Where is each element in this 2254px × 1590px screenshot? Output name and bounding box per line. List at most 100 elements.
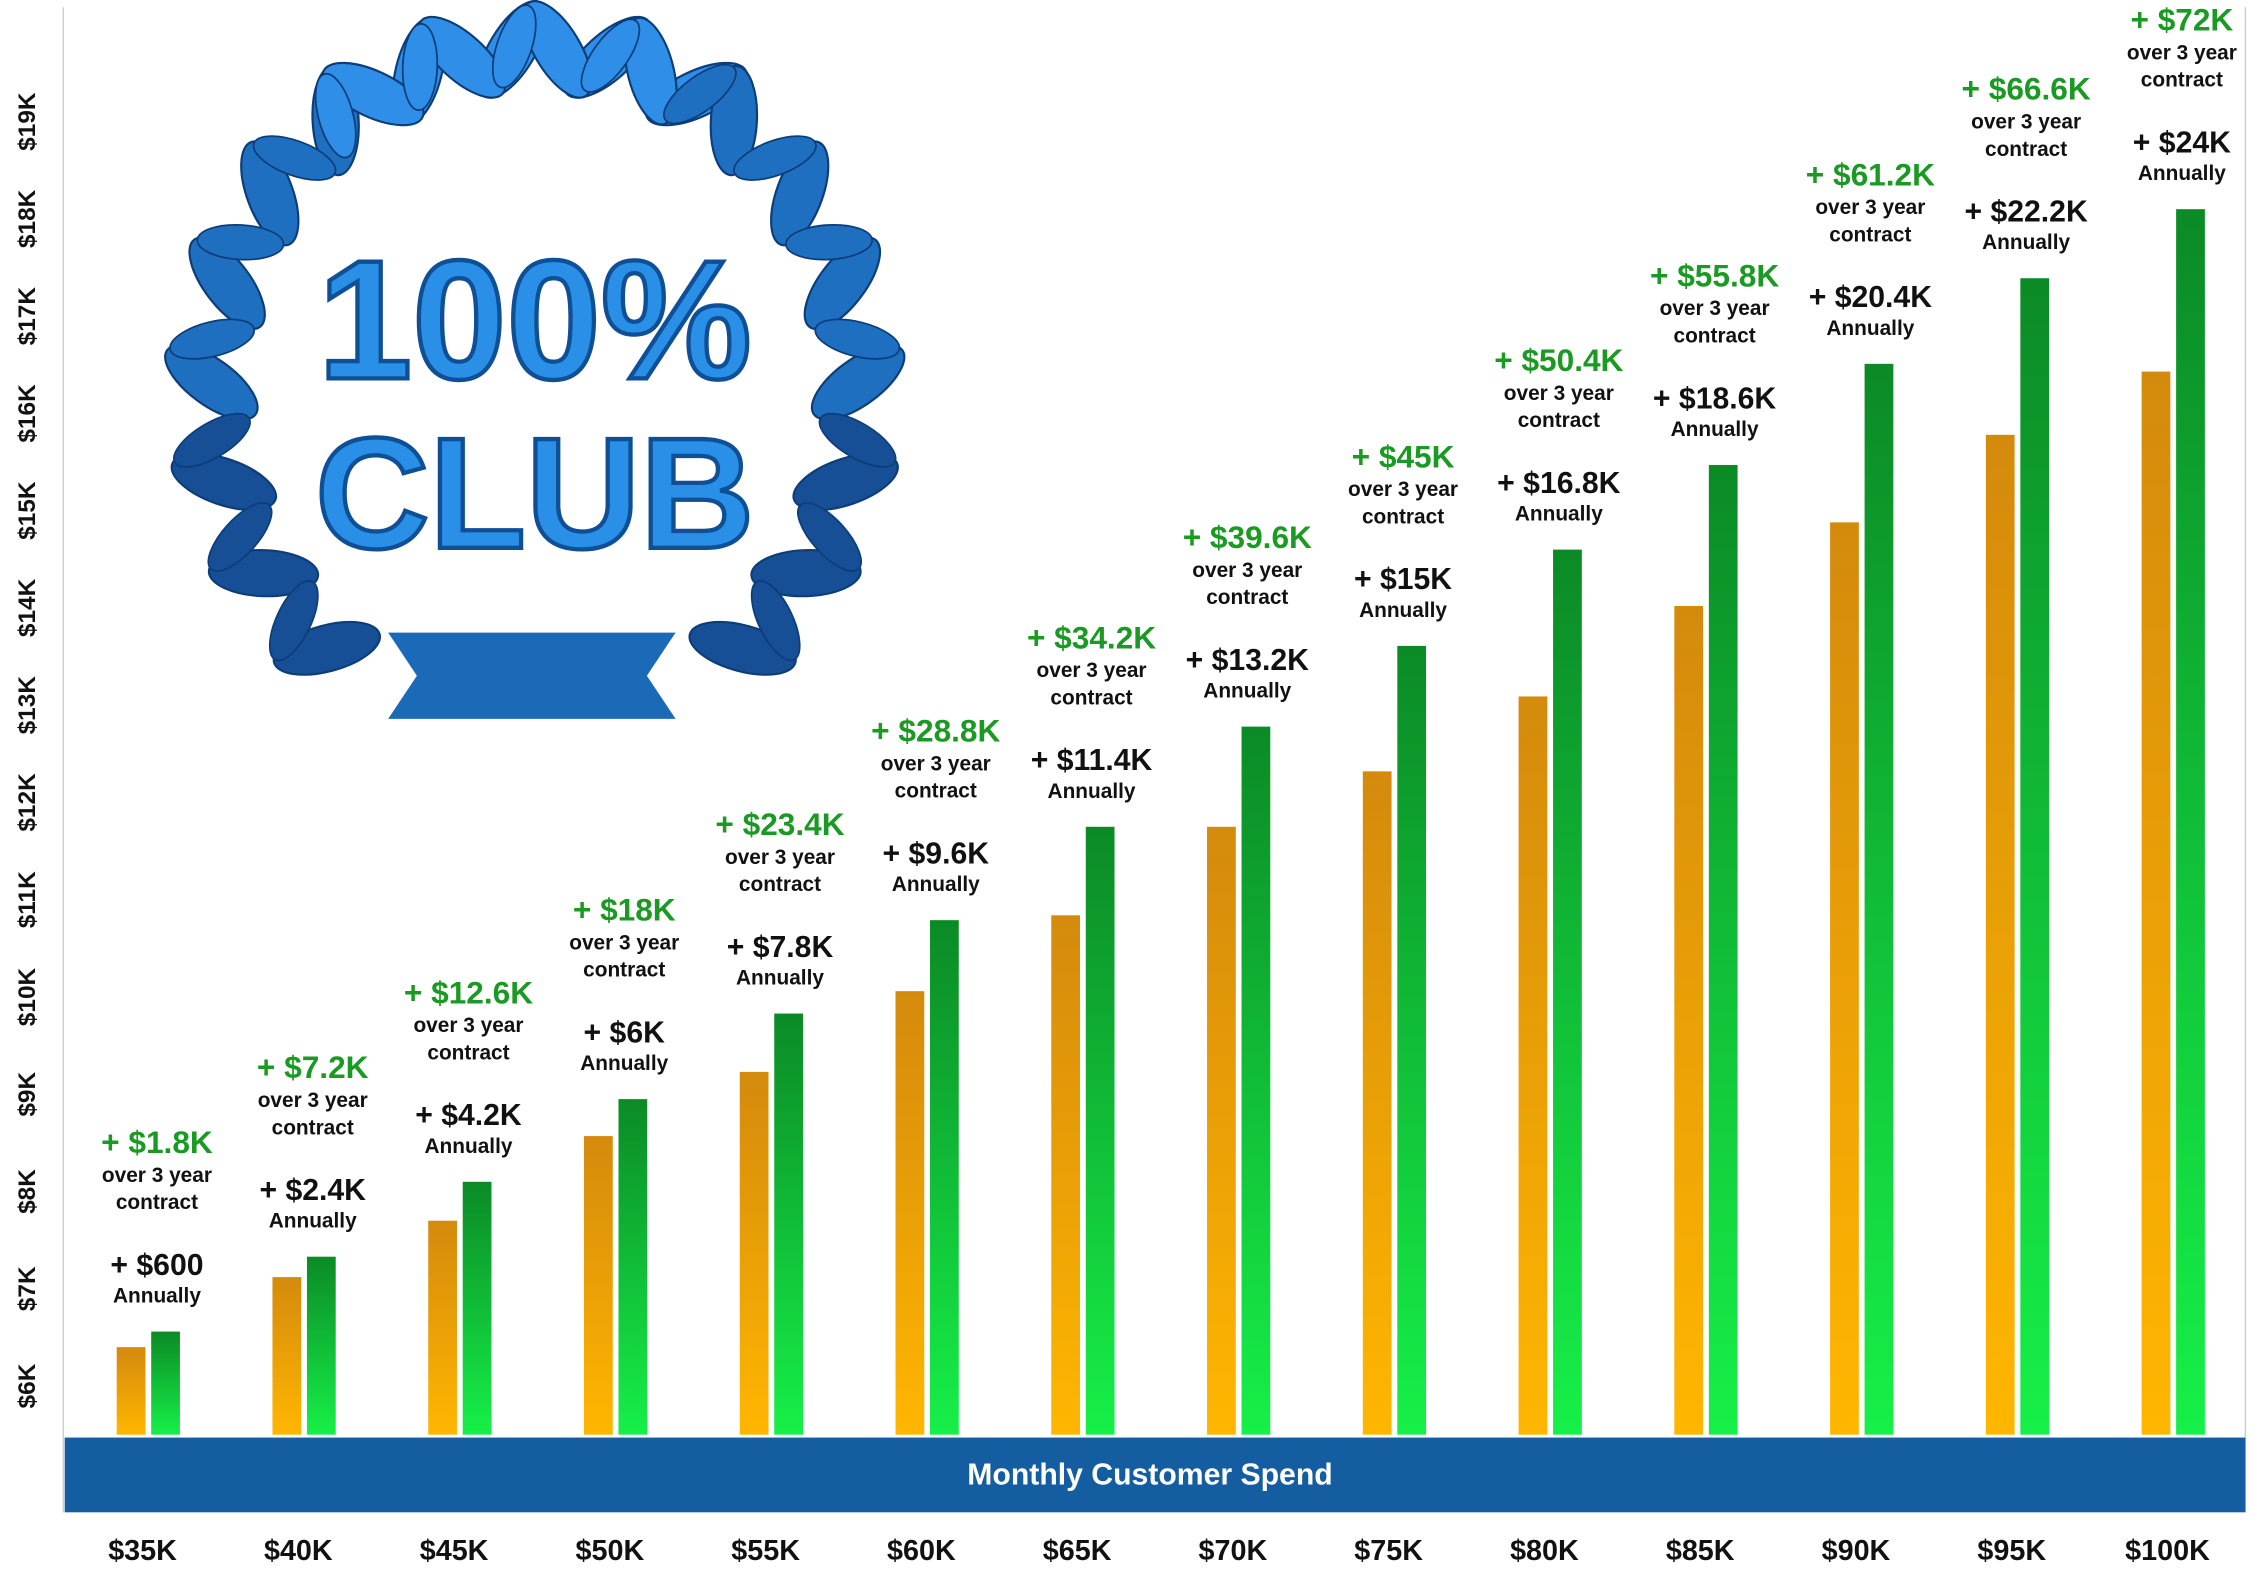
three-year-label: + $61.2K — [1806, 156, 1935, 192]
three-year-label: + $23.4K — [715, 806, 844, 842]
annual-note: Annually — [1359, 599, 1447, 622]
three-year-note: contract — [2141, 69, 2223, 92]
bar — [618, 1099, 647, 1435]
y-tick-label: $16K — [14, 384, 41, 443]
three-year-note: contract — [1362, 505, 1444, 528]
three-year-note: contract — [116, 1191, 198, 1214]
three-year-note: contract — [739, 873, 821, 896]
bar — [151, 1332, 180, 1435]
annual-label: + $6K — [584, 1016, 666, 1049]
annual-label: + $16.8K — [1497, 467, 1621, 500]
y-tick-label: $10K — [14, 967, 41, 1026]
y-tick-label: $6K — [14, 1363, 41, 1408]
bar — [1674, 606, 1703, 1435]
three-year-note: contract — [1829, 223, 1911, 246]
bar — [1865, 364, 1894, 1435]
annual-note: Annually — [2138, 162, 2226, 185]
three-year-note: contract — [1518, 409, 1600, 432]
badge-ribbon — [388, 633, 676, 719]
three-year-label: + $7.2K — [257, 1049, 369, 1085]
three-year-note: over 3 year — [1192, 559, 1302, 582]
y-tick-label: $9K — [14, 1072, 41, 1117]
annual-note: Annually — [1203, 680, 1291, 703]
annual-note: Annually — [580, 1052, 668, 1075]
x-tick-label: $75K — [1354, 1535, 1423, 1567]
bar — [117, 1347, 146, 1435]
x-tick-label: $65K — [1043, 1535, 1112, 1567]
bar — [774, 1014, 803, 1435]
annual-label: + $15K — [1354, 563, 1452, 596]
y-tick-label: $14K — [14, 578, 41, 637]
y-tick-label: $19K — [14, 92, 41, 151]
badge-text: CLUB — [315, 405, 754, 582]
y-tick-label: $7K — [14, 1266, 41, 1311]
y-tick-label: $18K — [14, 189, 41, 248]
annual-label: + $18.6K — [1653, 382, 1777, 415]
y-tick-label: $11K — [14, 871, 41, 928]
annual-label: + $4.2K — [415, 1099, 522, 1132]
three-year-note: contract — [895, 780, 977, 803]
x-tick-label: $45K — [420, 1535, 489, 1567]
x-tick-label: $70K — [1199, 1535, 1268, 1567]
x-tick-label: $95K — [1977, 1535, 2046, 1567]
annual-note: Annually — [1982, 231, 2070, 254]
annual-note: Annually — [1515, 503, 1603, 526]
three-year-label: + $45K — [1352, 438, 1455, 474]
bar — [740, 1072, 769, 1435]
annual-label: + $9.6K — [883, 837, 990, 870]
three-year-note: over 3 year — [1504, 382, 1614, 405]
bar — [307, 1257, 336, 1435]
page: {"chart_data": { "type": "bar", "badge":… — [0, 0, 2254, 1590]
y-tick-label: $12K — [14, 773, 41, 832]
three-year-note: over 3 year — [258, 1089, 368, 1112]
three-year-label: + $28.8K — [871, 713, 1000, 749]
x-tick-label: $100K — [2125, 1535, 2210, 1567]
bar — [1397, 646, 1426, 1435]
bar — [1709, 465, 1738, 1435]
badge: 100% CLUB — [154, 0, 916, 719]
bar — [1363, 771, 1392, 1434]
annual-note: Annually — [736, 967, 824, 990]
bar — [584, 1136, 613, 1435]
three-year-note: over 3 year — [1037, 659, 1147, 682]
y-tick-label: $8K — [14, 1169, 41, 1214]
bar — [2176, 209, 2205, 1435]
three-year-label: + $1.8K — [101, 1124, 213, 1160]
three-year-label: + $34.2K — [1027, 619, 1156, 655]
x-tick-label: $55K — [731, 1535, 800, 1567]
annual-note: Annually — [113, 1285, 201, 1308]
annual-note: Annually — [1671, 418, 1759, 441]
three-year-note: over 3 year — [725, 846, 835, 869]
bar — [428, 1221, 457, 1435]
annual-label: + $24K — [2133, 126, 2231, 159]
three-year-note: over 3 year — [1348, 478, 1458, 501]
bar — [2020, 278, 2049, 1434]
y-tick-label: $15K — [14, 481, 41, 540]
annual-note: Annually — [1826, 317, 1914, 340]
annual-label: + $20.4K — [1809, 281, 1933, 314]
three-year-label: + $12.6K — [404, 974, 533, 1010]
annual-note: Annually — [1048, 780, 1136, 803]
three-year-note: contract — [1673, 325, 1755, 348]
three-year-label: + $55.8K — [1650, 257, 1779, 293]
annual-label: + $2.4K — [259, 1174, 366, 1207]
bar — [1519, 696, 1548, 1434]
bar — [1242, 727, 1271, 1435]
bar — [2142, 372, 2171, 1435]
three-year-note: over 3 year — [881, 752, 991, 775]
three-year-note: over 3 year — [1971, 110, 2081, 133]
three-year-note: contract — [1050, 686, 1132, 709]
x-tick-label: $85K — [1666, 1535, 1735, 1567]
three-year-note: over 3 year — [2127, 41, 2237, 64]
three-year-note: over 3 year — [1660, 297, 1770, 320]
three-year-label: + $18K — [573, 892, 676, 928]
three-year-note: over 3 year — [102, 1164, 212, 1187]
bar — [1986, 435, 2015, 1435]
three-year-label: + $50.4K — [1494, 342, 1623, 378]
badge-text: 100% — [318, 224, 752, 414]
bar — [463, 1182, 492, 1435]
annual-note: Annually — [892, 873, 980, 896]
y-tick-label: $13K — [14, 676, 41, 735]
annual-note: Annually — [424, 1135, 512, 1158]
annual-label: + $11.4K — [1031, 744, 1153, 777]
